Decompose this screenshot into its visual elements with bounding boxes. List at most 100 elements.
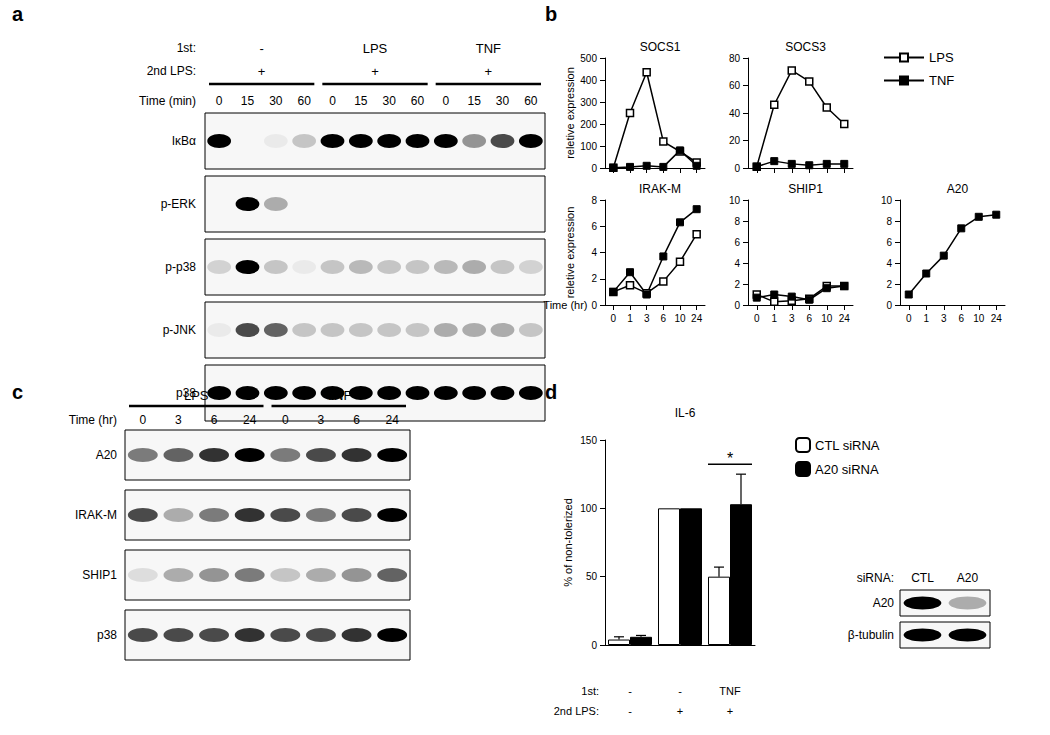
svg-text:Time (hr): Time (hr) [543, 299, 587, 311]
svg-text:LPS: LPS [929, 50, 954, 65]
svg-text:2: 2 [591, 273, 597, 284]
svg-text:TNF: TNF [719, 685, 741, 697]
svg-text:10: 10 [973, 313, 985, 324]
svg-text:1: 1 [923, 313, 929, 324]
svg-text:+: + [727, 705, 733, 717]
svg-text:10: 10 [729, 195, 741, 206]
svg-text:*: * [727, 450, 733, 467]
svg-text:0: 0 [734, 163, 740, 174]
svg-text:0: 0 [591, 640, 597, 651]
svg-text:4: 4 [591, 247, 597, 258]
svg-text:200: 200 [580, 119, 597, 130]
svg-text:8: 8 [591, 195, 597, 206]
svg-text:-: - [628, 685, 632, 697]
svg-text:0: 0 [282, 413, 289, 427]
svg-text:24: 24 [691, 313, 703, 324]
svg-text:+: + [258, 64, 266, 79]
svg-text:4: 4 [734, 258, 740, 269]
svg-text:0: 0 [754, 313, 760, 324]
svg-text:60: 60 [729, 80, 741, 91]
svg-text:0: 0 [216, 94, 223, 108]
svg-text:6: 6 [806, 313, 812, 324]
svg-text:30: 30 [496, 94, 510, 108]
svg-text:1st:: 1st: [581, 685, 599, 697]
svg-text:1: 1 [627, 313, 633, 324]
svg-text:IL-6: IL-6 [675, 406, 696, 420]
svg-text:6: 6 [958, 313, 964, 324]
svg-text:10: 10 [674, 313, 686, 324]
svg-text:+: + [485, 64, 493, 79]
svg-text:0: 0 [611, 313, 617, 324]
svg-text:d: d [545, 381, 557, 403]
svg-text:8: 8 [886, 216, 892, 227]
svg-text:2nd LPS:: 2nd LPS: [147, 64, 196, 78]
svg-text:siRNA:: siRNA: [857, 571, 894, 585]
svg-text:150: 150 [580, 435, 597, 446]
svg-text:0: 0 [591, 163, 597, 174]
svg-text:+: + [677, 705, 683, 717]
svg-text:10: 10 [881, 195, 893, 206]
svg-text:15: 15 [467, 94, 481, 108]
svg-text:-: - [259, 41, 263, 56]
svg-text:3: 3 [644, 313, 650, 324]
svg-text:6: 6 [661, 313, 667, 324]
svg-text:6: 6 [211, 413, 218, 427]
svg-text:3: 3 [318, 413, 325, 427]
svg-text:a: a [12, 3, 24, 25]
svg-text:SHIP1: SHIP1 [788, 182, 823, 196]
svg-text:reletive expression: reletive expression [564, 207, 576, 299]
svg-text:10: 10 [821, 313, 833, 324]
svg-text:A20: A20 [96, 448, 118, 462]
svg-text:IRAK-M: IRAK-M [75, 508, 117, 522]
svg-text:30: 30 [269, 94, 283, 108]
svg-text:reletive expression: reletive expression [564, 67, 576, 159]
svg-text:1st:: 1st: [177, 41, 196, 55]
svg-text:6: 6 [734, 237, 740, 248]
svg-text:+: + [371, 64, 379, 79]
svg-text:300: 300 [580, 97, 597, 108]
svg-text:24: 24 [991, 313, 1003, 324]
svg-text:6: 6 [886, 237, 892, 248]
svg-text:0: 0 [591, 300, 597, 311]
svg-text:80: 80 [729, 53, 741, 64]
svg-text:1: 1 [771, 313, 777, 324]
svg-text:IκBα: IκBα [172, 134, 196, 148]
svg-text:SHIP1: SHIP1 [82, 568, 117, 582]
svg-text:24: 24 [386, 413, 400, 427]
svg-text:A20: A20 [957, 571, 979, 585]
svg-text:60: 60 [297, 94, 311, 108]
svg-text:p-ERK: p-ERK [161, 197, 196, 211]
svg-text:A20: A20 [947, 182, 969, 196]
svg-text:3: 3 [789, 313, 795, 324]
svg-text:% of non-tolerized: % of non-tolerized [562, 498, 574, 587]
svg-text:0: 0 [734, 300, 740, 311]
svg-text:Time (hr): Time (hr) [69, 413, 117, 427]
svg-text:SOCS3: SOCS3 [785, 40, 826, 54]
svg-text:CTL siRNA: CTL siRNA [815, 438, 880, 453]
svg-text:0: 0 [139, 413, 146, 427]
svg-text:TNF: TNF [326, 388, 351, 403]
svg-text:A20: A20 [873, 596, 895, 610]
svg-text:LPS: LPS [363, 41, 388, 56]
svg-text:15: 15 [241, 94, 255, 108]
svg-text:60: 60 [524, 94, 538, 108]
svg-text:24: 24 [839, 313, 851, 324]
svg-text:2: 2 [886, 279, 892, 290]
svg-text:b: b [545, 3, 557, 25]
svg-text:400: 400 [580, 75, 597, 86]
svg-text:3: 3 [941, 313, 947, 324]
svg-text:β-tubulin: β-tubulin [848, 628, 894, 642]
svg-text:6: 6 [353, 413, 360, 427]
svg-text:p-JNK: p-JNK [163, 323, 196, 337]
svg-text:2: 2 [734, 279, 740, 290]
svg-text:15: 15 [354, 94, 368, 108]
svg-text:20: 20 [729, 135, 741, 146]
svg-text:CTL: CTL [911, 571, 934, 585]
svg-text:8: 8 [734, 216, 740, 227]
svg-text:100: 100 [580, 503, 597, 514]
svg-text:60: 60 [411, 94, 425, 108]
svg-text:40: 40 [729, 108, 741, 119]
svg-text:c: c [12, 381, 23, 403]
svg-text:500: 500 [580, 53, 597, 64]
svg-text:p38: p38 [97, 628, 117, 642]
